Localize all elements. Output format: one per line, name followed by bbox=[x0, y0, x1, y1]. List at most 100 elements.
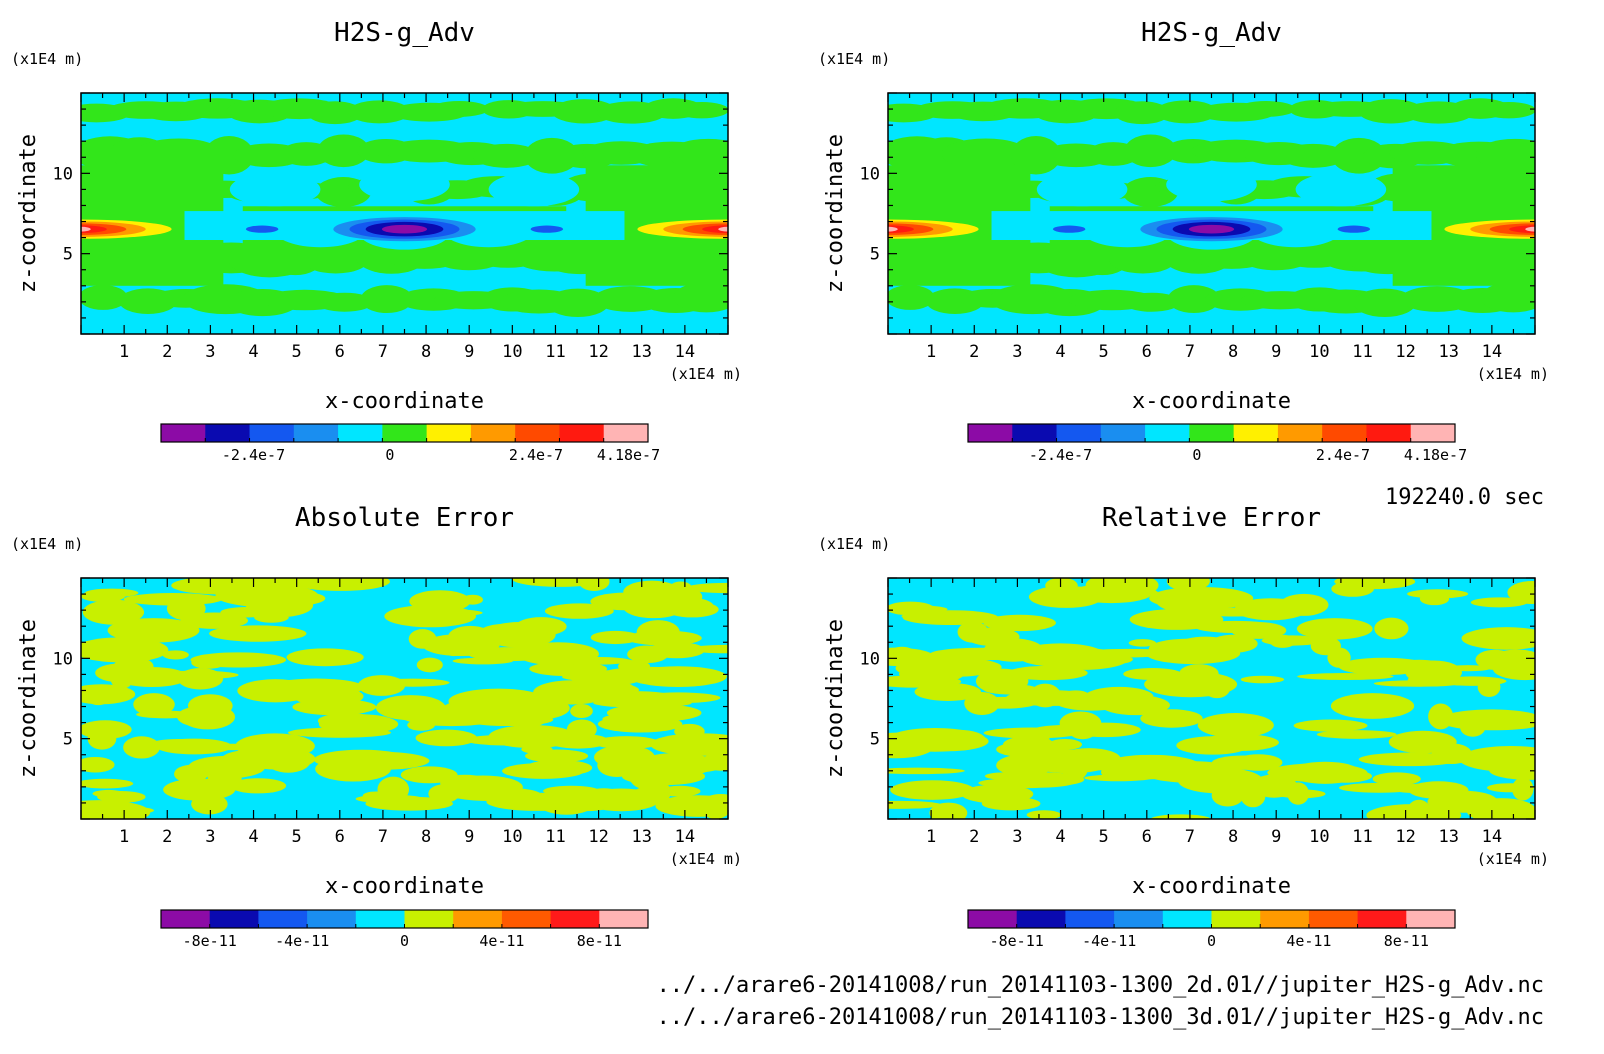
field-contour bbox=[1114, 101, 1170, 125]
x-axis-label: x-coordinate bbox=[1132, 874, 1291, 899]
error-contour bbox=[1477, 677, 1501, 697]
error-contour bbox=[888, 767, 965, 775]
x-tick-label: 14 bbox=[1482, 342, 1502, 362]
error-contour bbox=[964, 691, 1000, 716]
field-high-core bbox=[718, 226, 728, 232]
colorbar-swatch bbox=[501, 910, 552, 928]
field-contour bbox=[1166, 167, 1257, 202]
x-tick-label: 6 bbox=[335, 342, 345, 362]
y-tick-label: 10 bbox=[860, 164, 880, 184]
x-unit-label: (x1E4 m) bbox=[1477, 850, 1549, 868]
colorbar-swatch bbox=[1308, 910, 1359, 928]
colorbar-label: -4e-11 bbox=[275, 932, 329, 950]
plot-area bbox=[81, 93, 728, 334]
field-contour bbox=[1480, 282, 1535, 313]
x-tick-label: 8 bbox=[421, 342, 431, 362]
colorbar-label: 4e-11 bbox=[479, 932, 524, 950]
colorbar-swatch bbox=[404, 910, 454, 928]
error-contour bbox=[1406, 799, 1432, 819]
x-tick-label: 12 bbox=[1395, 342, 1415, 362]
error-contour bbox=[902, 610, 999, 626]
error-contour bbox=[1128, 639, 1157, 647]
error-contour bbox=[123, 593, 223, 606]
field-contour bbox=[360, 285, 413, 314]
error-contour bbox=[1176, 736, 1250, 755]
error-contour bbox=[1184, 642, 1244, 650]
error-contour bbox=[1177, 767, 1263, 794]
field-contour bbox=[1123, 292, 1181, 312]
error-contour bbox=[1026, 810, 1062, 819]
error-contour bbox=[1129, 609, 1224, 630]
colorbar-swatch bbox=[1322, 424, 1367, 442]
error-contour bbox=[1037, 749, 1098, 768]
field-contour bbox=[317, 134, 370, 168]
colorbar-swatch bbox=[1211, 910, 1261, 928]
error-contour bbox=[286, 648, 364, 667]
x-tick-label: 4 bbox=[248, 342, 258, 362]
error-contour bbox=[890, 780, 975, 800]
error-contour bbox=[890, 646, 914, 657]
colorbar-frame bbox=[160, 423, 649, 443]
colorbar-swatch bbox=[470, 424, 516, 442]
panel-title: Relative Error bbox=[1102, 503, 1321, 533]
error-contour bbox=[685, 582, 728, 594]
colorbar-label: 4.18e-7 bbox=[1404, 446, 1467, 464]
colorbar-swatch bbox=[307, 910, 357, 928]
error-contour bbox=[1197, 713, 1274, 738]
error-contour bbox=[1230, 622, 1287, 639]
error-contour bbox=[268, 678, 365, 697]
colorbar-swatch bbox=[1189, 424, 1235, 442]
field-contour bbox=[674, 101, 728, 119]
x-tick-label: 11 bbox=[1352, 827, 1372, 847]
y-axis-label: z-coordinate bbox=[16, 619, 41, 778]
x-tick-label: 5 bbox=[292, 342, 302, 362]
field-contour bbox=[1236, 101, 1296, 117]
error-contour bbox=[650, 733, 728, 756]
panel-title: H2S-g_Adv bbox=[1141, 18, 1282, 48]
error-contour bbox=[85, 588, 139, 598]
colorbar-swatch bbox=[599, 910, 649, 928]
error-contour bbox=[602, 712, 678, 726]
error-contour bbox=[524, 759, 593, 776]
colorbar-swatch bbox=[968, 910, 1018, 928]
field-contour bbox=[1353, 288, 1416, 318]
field-contour bbox=[81, 285, 128, 310]
y-axis-label: z-coordinate bbox=[823, 134, 848, 293]
error-contour bbox=[1003, 736, 1055, 754]
error-contour bbox=[502, 726, 552, 743]
y-tick-label: 5 bbox=[63, 730, 73, 750]
error-contour bbox=[1028, 585, 1103, 608]
error-contour bbox=[1475, 649, 1515, 670]
error-contour bbox=[566, 719, 597, 740]
error-contour bbox=[538, 791, 594, 813]
error-contour bbox=[1128, 589, 1158, 596]
error-contour bbox=[416, 657, 443, 673]
field-contour bbox=[1011, 135, 1061, 175]
x-tick-label: 13 bbox=[631, 342, 651, 362]
colorbar-label: 0 bbox=[400, 932, 409, 950]
error-contour bbox=[1334, 578, 1416, 590]
error-contour bbox=[888, 605, 948, 614]
error-contour bbox=[156, 738, 233, 755]
error-contour bbox=[448, 688, 549, 714]
x-tick-label: 9 bbox=[1271, 827, 1281, 847]
error-contour bbox=[905, 731, 989, 752]
colorbar-swatch bbox=[205, 424, 251, 442]
colorbar-label: 8e-11 bbox=[577, 932, 622, 950]
error-contour bbox=[1007, 665, 1088, 681]
colorbar-swatch bbox=[426, 424, 472, 442]
field-high-core bbox=[1525, 226, 1535, 232]
colorbar-swatch bbox=[1162, 910, 1212, 928]
x-tick-label: 1 bbox=[119, 342, 129, 362]
colorbar-label: 0 bbox=[1192, 446, 1201, 464]
colorbar-swatch bbox=[209, 910, 259, 928]
error-contour bbox=[81, 637, 169, 663]
x-tick-label: 1 bbox=[926, 342, 936, 362]
x-tick-label: 2 bbox=[162, 827, 172, 847]
error-contour bbox=[1466, 798, 1535, 819]
x-tick-label: 2 bbox=[969, 342, 979, 362]
x-tick-label: 10 bbox=[502, 827, 522, 847]
error-contour bbox=[400, 766, 458, 784]
colorbar-swatch bbox=[1145, 424, 1190, 442]
